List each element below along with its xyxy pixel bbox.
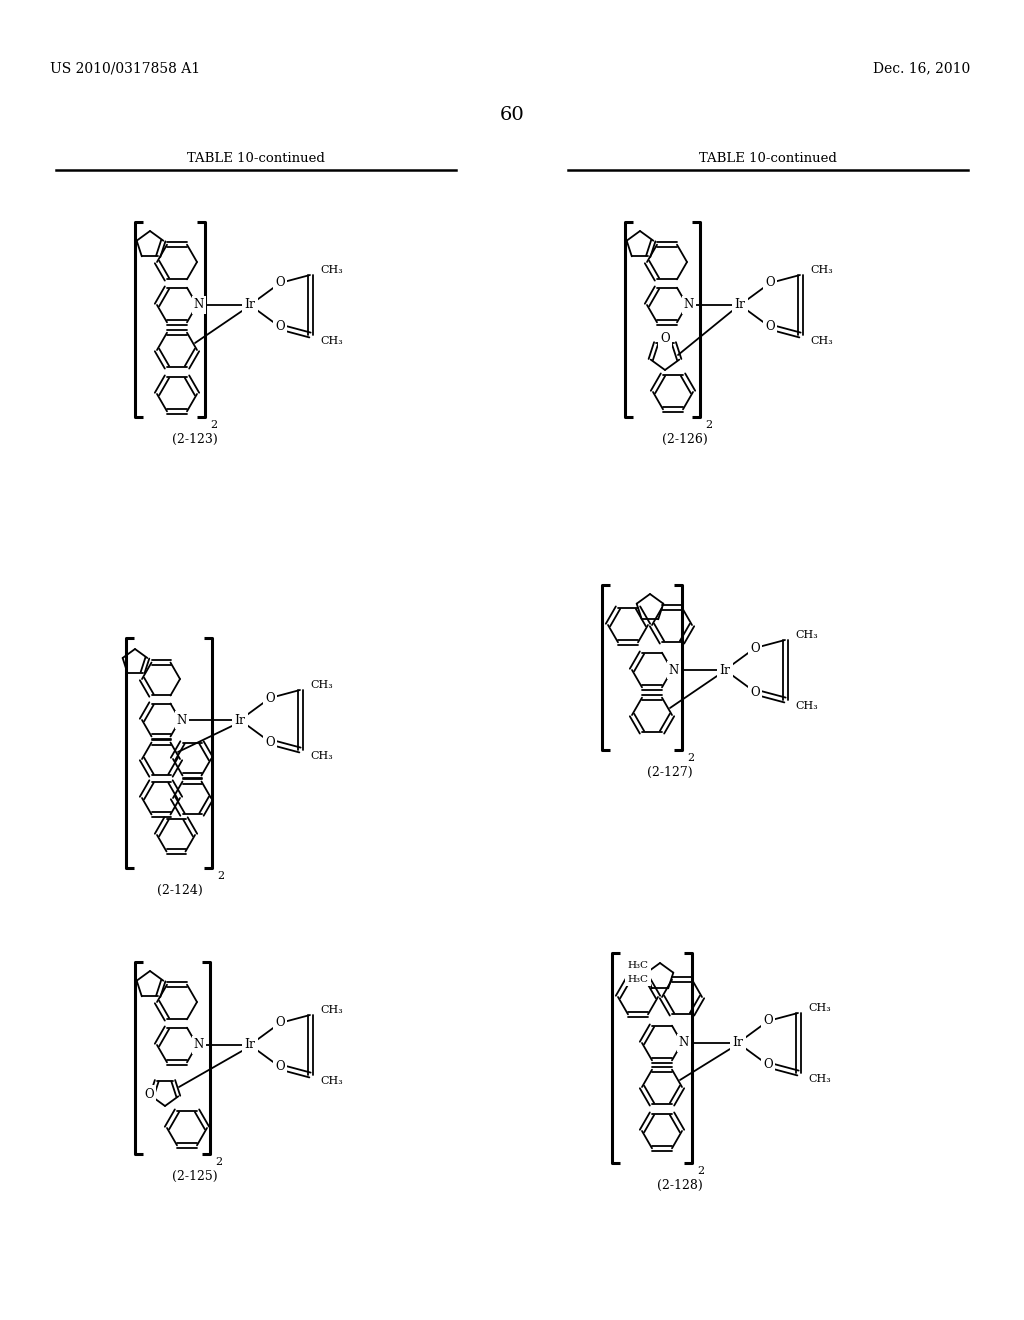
Text: (2-127): (2-127)	[647, 766, 693, 779]
Text: O: O	[765, 321, 775, 334]
Text: 60: 60	[500, 106, 524, 124]
Text: N: N	[177, 714, 187, 726]
Text: O: O	[275, 1016, 285, 1030]
Text: CH₃: CH₃	[811, 337, 834, 346]
Text: O: O	[763, 1059, 773, 1072]
Text: TABLE 10-continued: TABLE 10-continued	[699, 152, 837, 165]
Text: CH₃: CH₃	[321, 265, 343, 275]
Text: Ir: Ir	[734, 298, 745, 312]
Text: (2-126): (2-126)	[663, 433, 708, 446]
Text: CH₃: CH₃	[809, 1074, 831, 1084]
Text: N: N	[194, 298, 204, 312]
Text: H₃C: H₃C	[628, 961, 648, 969]
Text: Ir: Ir	[234, 714, 246, 726]
Text: US 2010/0317858 A1: US 2010/0317858 A1	[50, 61, 200, 75]
Text: H₃C: H₃C	[628, 974, 648, 983]
Text: CH₃: CH₃	[809, 1003, 831, 1012]
Text: Ir: Ir	[720, 664, 730, 676]
Text: O: O	[765, 276, 775, 289]
Text: (2-124): (2-124)	[157, 883, 203, 896]
Text: Dec. 16, 2010: Dec. 16, 2010	[872, 61, 970, 75]
Text: (2-123): (2-123)	[172, 433, 218, 446]
Text: CH₃: CH₃	[321, 1005, 343, 1015]
Text: Ir: Ir	[245, 1039, 256, 1052]
Text: CH₃: CH₃	[310, 680, 334, 690]
Text: 2: 2	[217, 871, 224, 880]
Text: (2-125): (2-125)	[172, 1170, 218, 1183]
Text: CH₃: CH₃	[796, 630, 818, 640]
Text: CH₃: CH₃	[310, 751, 334, 762]
Text: 2: 2	[215, 1158, 222, 1167]
Text: CH₃: CH₃	[321, 1076, 343, 1086]
Text: 2: 2	[210, 420, 217, 430]
Text: CH₃: CH₃	[796, 701, 818, 711]
Text: Ir: Ir	[245, 298, 256, 312]
Text: O: O	[265, 692, 274, 705]
Text: (2-128): (2-128)	[657, 1179, 702, 1192]
Text: 2: 2	[705, 420, 712, 430]
Text: O: O	[751, 642, 760, 655]
Text: Ir: Ir	[732, 1036, 743, 1049]
Text: CH₃: CH₃	[811, 265, 834, 275]
Text: O: O	[751, 685, 760, 698]
Text: N: N	[679, 1036, 689, 1049]
Text: CH₃: CH₃	[321, 337, 343, 346]
Text: O: O	[144, 1088, 154, 1101]
Text: O: O	[275, 321, 285, 334]
Text: N: N	[669, 664, 679, 676]
Text: TABLE 10-continued: TABLE 10-continued	[187, 152, 325, 165]
Text: N: N	[194, 1039, 204, 1052]
Text: O: O	[275, 276, 285, 289]
Text: O: O	[763, 1015, 773, 1027]
Text: O: O	[265, 735, 274, 748]
Text: O: O	[660, 331, 670, 345]
Text: 2: 2	[687, 752, 694, 763]
Text: 2: 2	[697, 1166, 705, 1176]
Text: N: N	[684, 298, 694, 312]
Text: O: O	[275, 1060, 285, 1073]
